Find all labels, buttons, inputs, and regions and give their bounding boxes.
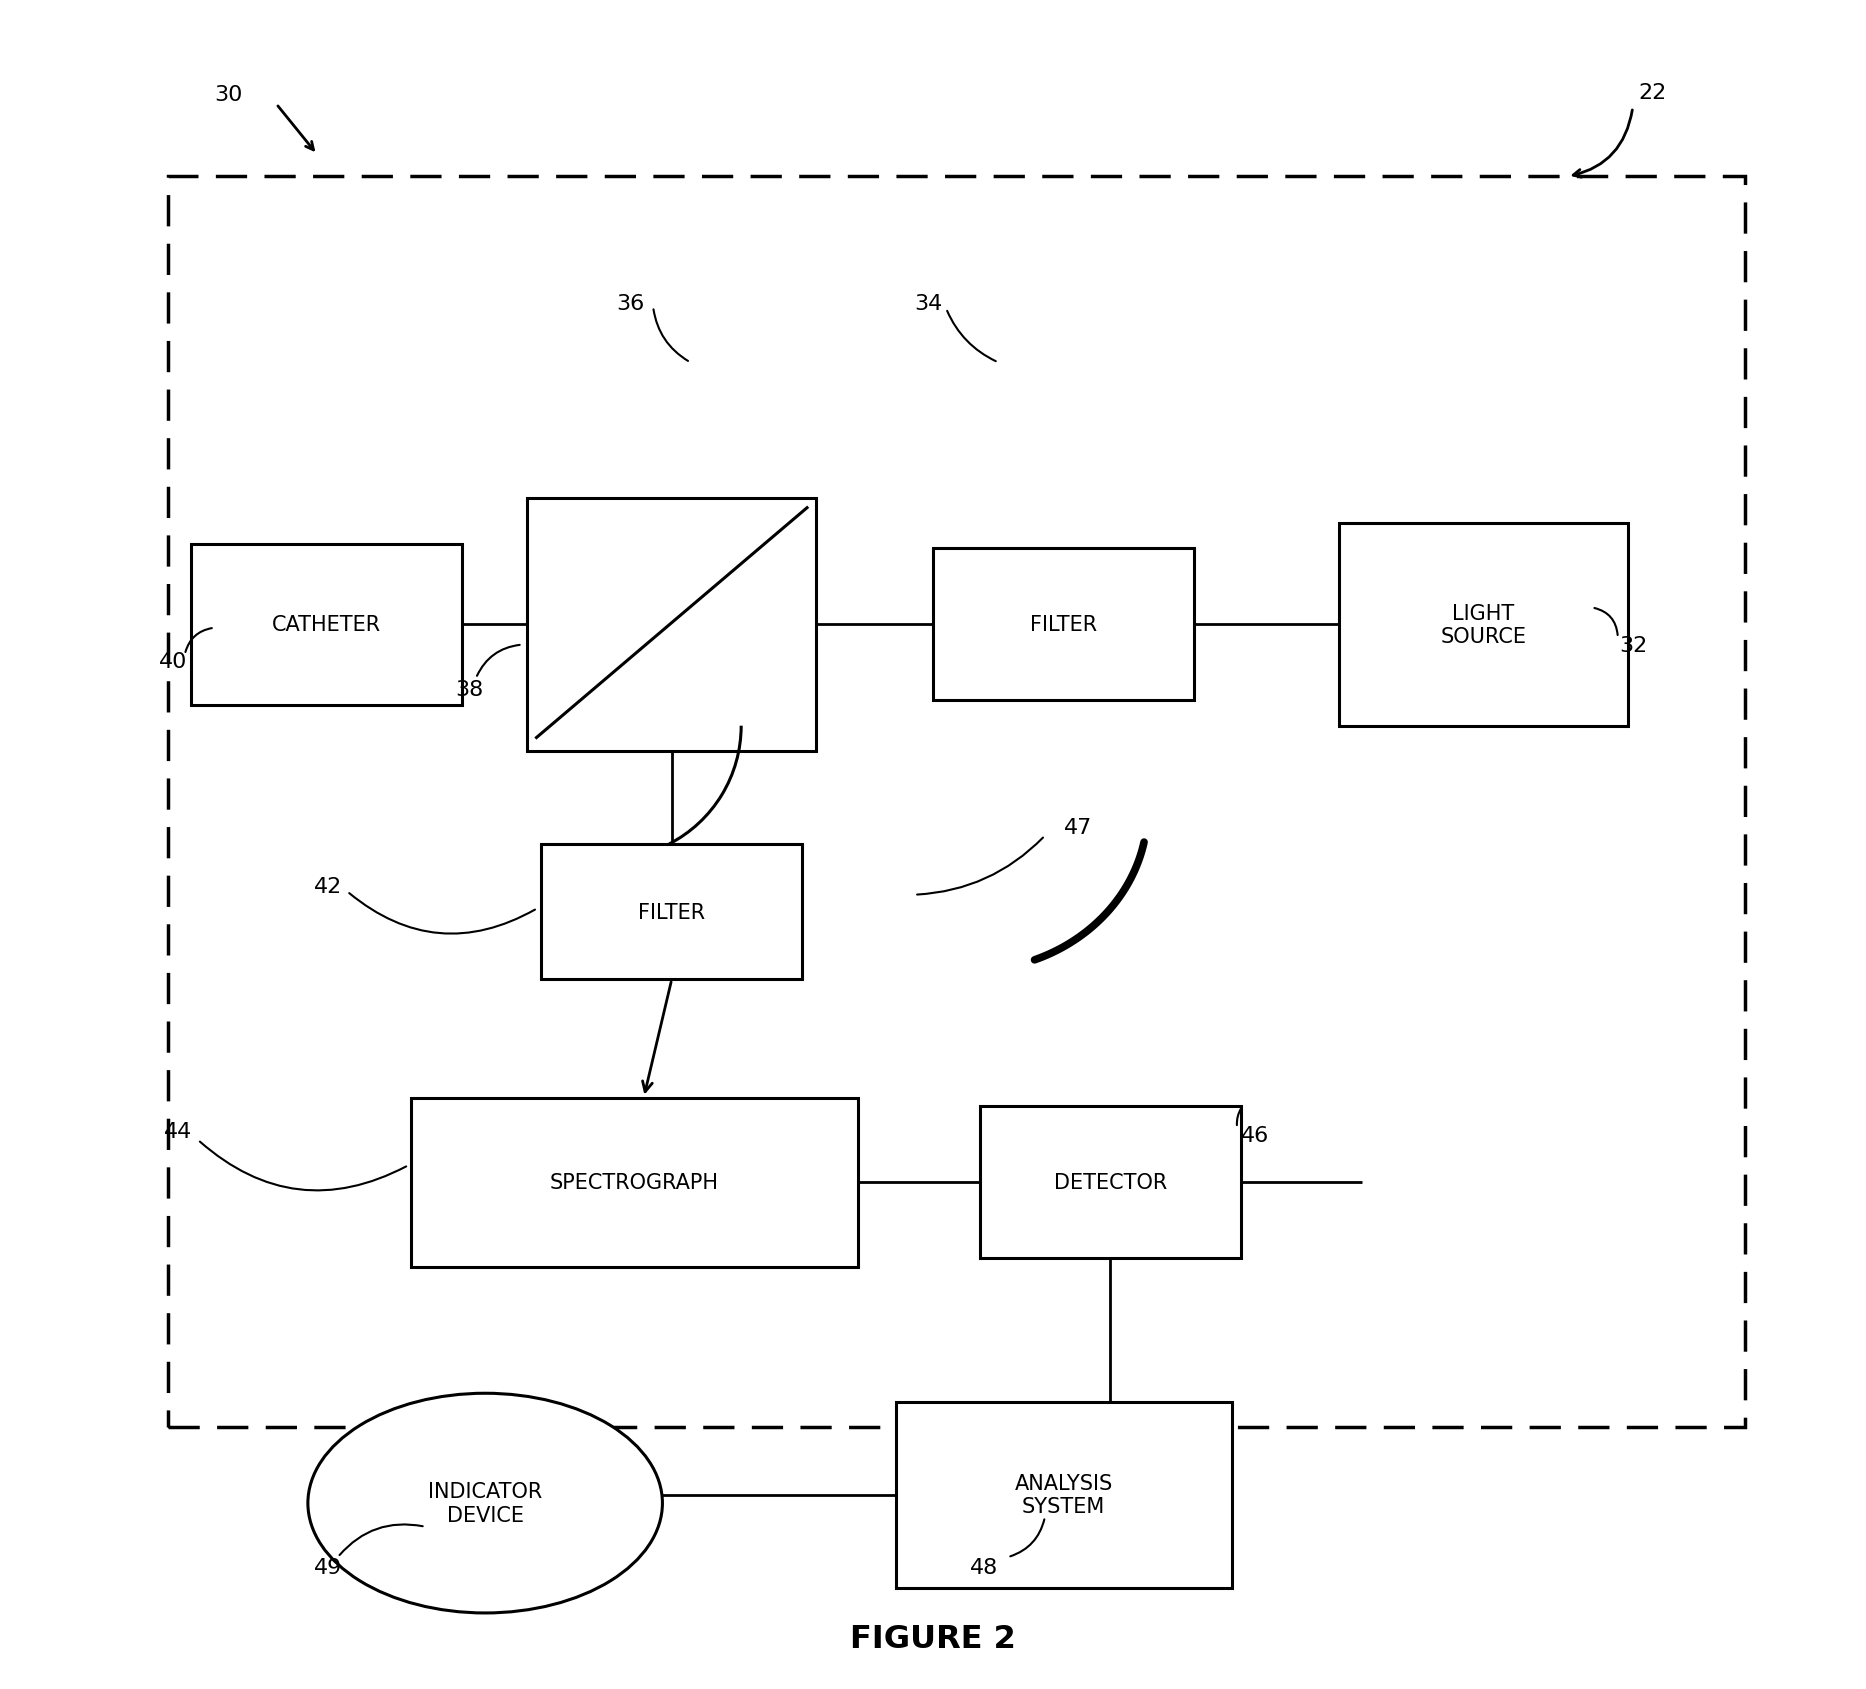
FancyBboxPatch shape — [190, 544, 463, 706]
FancyBboxPatch shape — [933, 549, 1194, 701]
FancyBboxPatch shape — [541, 844, 802, 980]
Text: CATHETER: CATHETER — [272, 615, 381, 635]
Text: 46: 46 — [1241, 1125, 1269, 1145]
Text: 36: 36 — [616, 294, 644, 314]
Text: 40: 40 — [159, 652, 187, 672]
FancyBboxPatch shape — [526, 498, 817, 752]
Text: SPECTROGRAPH: SPECTROGRAPH — [550, 1172, 718, 1192]
Text: 49: 49 — [313, 1557, 341, 1578]
Text: ANALYSIS
SYSTEM: ANALYSIS SYSTEM — [1015, 1473, 1112, 1517]
Text: 30: 30 — [215, 84, 243, 105]
Text: 38: 38 — [455, 679, 483, 699]
Text: DETECTOR: DETECTOR — [1054, 1172, 1166, 1192]
Ellipse shape — [308, 1393, 662, 1613]
FancyBboxPatch shape — [896, 1402, 1232, 1588]
Text: 48: 48 — [970, 1557, 998, 1578]
Text: 47: 47 — [1064, 817, 1092, 838]
FancyBboxPatch shape — [980, 1106, 1241, 1258]
FancyBboxPatch shape — [1340, 524, 1627, 726]
Text: 22: 22 — [1638, 83, 1666, 103]
Text: 44: 44 — [164, 1121, 192, 1142]
Text: LIGHT
SOURCE: LIGHT SOURCE — [1441, 603, 1526, 647]
Text: FILTER: FILTER — [638, 902, 705, 922]
Text: INDICATOR
DEVICE: INDICATOR DEVICE — [427, 1481, 543, 1525]
Text: 32: 32 — [1620, 635, 1648, 655]
Text: 34: 34 — [914, 294, 942, 314]
FancyBboxPatch shape — [411, 1098, 858, 1267]
Text: FILTER: FILTER — [1030, 615, 1097, 635]
Text: 42: 42 — [313, 877, 341, 897]
Text: FIGURE 2: FIGURE 2 — [851, 1623, 1015, 1654]
